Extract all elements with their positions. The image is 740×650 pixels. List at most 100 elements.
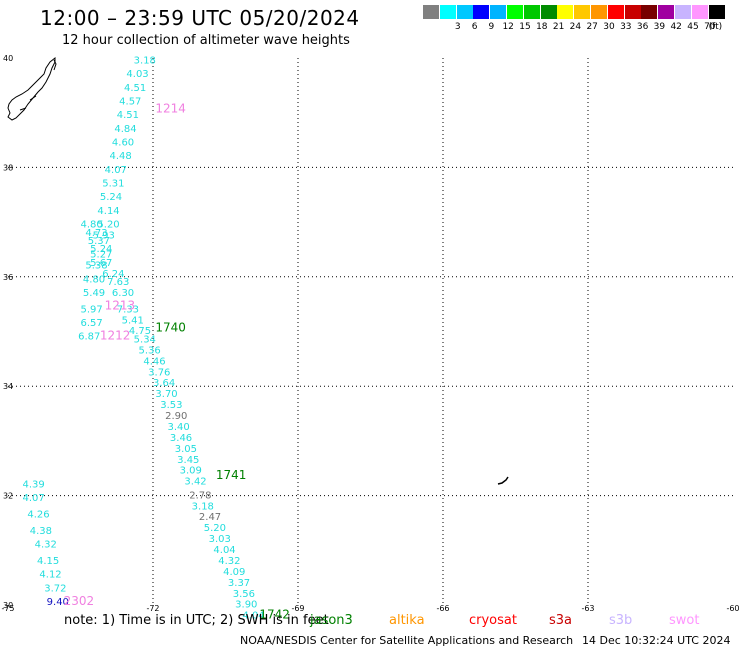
wave-height-value: 5.27 <box>90 250 112 261</box>
wave-height-value: 5.67 <box>90 258 112 269</box>
wave-height-value: 2.90 <box>165 411 187 422</box>
wave-height-value: 6.30 <box>112 288 134 299</box>
wave-height-value: 4.57 <box>119 96 141 107</box>
color-scale-swatch <box>473 5 490 19</box>
latitude-tick-label: 30 <box>3 601 13 610</box>
color-scale-label: 45 <box>687 22 699 32</box>
wave-height-value: 3.90 <box>235 600 257 611</box>
longitude-tick-label: -72 <box>146 604 159 613</box>
wave-height-value: 4.15 <box>37 556 59 567</box>
color-scale-swatch <box>641 5 658 19</box>
color-scale-label: 24 <box>569 22 582 32</box>
wave-height-value: 3.46 <box>170 433 192 444</box>
generated-timestamp: 14 Dec 10:32:24 UTC 2024 <box>582 634 731 647</box>
wave-height-value: 4.32 <box>35 540 57 551</box>
wave-height-value: 6.57 <box>81 318 103 329</box>
color-scale-unit: (ft) <box>708 22 723 32</box>
color-scale-label: 9 <box>488 22 495 32</box>
wave-height-value: 5.36 <box>139 345 161 356</box>
wave-height-value: 5.24 <box>90 244 112 255</box>
longitude-tick-label: -63 <box>581 604 594 613</box>
longitude-tick-label: -69 <box>291 604 304 613</box>
satellite-label-swot: swot <box>669 613 700 628</box>
color-scale-label: 27 <box>586 22 598 32</box>
coastline <box>7 56 509 485</box>
latitude-tick-label: 32 <box>3 492 13 501</box>
pass-time-label: 1212 <box>100 329 131 343</box>
wave-height-value: 3.64 <box>153 378 175 389</box>
wave-height-value: 4.26 <box>27 509 49 520</box>
color-scale-swatch <box>658 5 675 19</box>
wave-height-value: 4.03 <box>126 69 148 80</box>
wave-height-value: 5.20 <box>97 220 119 231</box>
wave-height-value: 5.31 <box>102 179 124 190</box>
wave-height-value: 4.60 <box>112 138 134 149</box>
wave-height-value: 2.78 <box>189 490 211 501</box>
map-title: 12:00 – 23:59 UTC 05/20/2024 <box>40 6 360 30</box>
longitude-tick-label: -60 <box>726 604 739 613</box>
wave-height-value: 3.45 <box>177 455 199 466</box>
color-scale-swatch <box>507 5 523 19</box>
wave-height-value: 3.03 <box>209 534 231 545</box>
satellite-label-cryosat: cryosat <box>469 613 517 628</box>
color-scale-label: 21 <box>552 22 565 32</box>
satellite-label-jason3: jason3 <box>310 613 353 628</box>
pass-time-label: 1213 <box>105 299 136 313</box>
wave-height-value: 5.37 <box>88 236 110 247</box>
latitude-tick-label: 34 <box>3 382 13 391</box>
wave-height-value: 4.32 <box>218 556 240 567</box>
color-scale-label: 33 <box>620 22 632 32</box>
wave-height-value: 2.47 <box>199 512 221 523</box>
map-subtitle: 12 hour collection of altimeter wave hei… <box>62 33 350 48</box>
wave-height-value: 4.80 <box>83 274 105 285</box>
color-scale-swatch <box>456 5 473 19</box>
color-scale-label: 30 <box>603 22 615 32</box>
us-east-coastline <box>7 56 56 121</box>
wave-height-value: 3.18 <box>134 55 156 66</box>
wave-height-value: 3.40 <box>168 422 190 433</box>
wave-height-value: 4.14 <box>97 206 119 217</box>
graticule <box>8 58 733 605</box>
satellite-label-s3a: s3a <box>549 613 573 628</box>
wave-height-value: 4.12 <box>39 570 61 581</box>
wave-height-value: 5.93 <box>93 231 115 242</box>
wave-height-value: 7.63 <box>107 277 129 288</box>
wave-height-value: 3.18 <box>192 501 214 512</box>
color-scale-swatch <box>490 5 507 19</box>
wave-height-value: 4.84 <box>114 124 136 135</box>
wave-height-value: 4.75 <box>129 326 151 337</box>
color-scale-swatch <box>708 5 725 19</box>
wave-height-value: 4.38 <box>30 526 52 537</box>
bermuda-island <box>497 476 509 485</box>
color-scale-swatch <box>439 5 456 19</box>
wave-height-value: 4.09 <box>223 567 245 578</box>
color-scale-label: 42 <box>670 22 682 32</box>
color-scale-label: 3 <box>454 22 461 32</box>
map-axes: -75 -72 -69 -66 -63 -60 40 38 36 34 32 30 <box>1 54 739 613</box>
wave-height-value: 3.37 <box>228 578 250 589</box>
color-scale-label: 15 <box>519 22 531 32</box>
credit-text: NOAA/NESDIS Center for Satellite Applica… <box>240 634 574 647</box>
color-scale-swatch <box>574 5 591 19</box>
wave-height-value: 4.48 <box>110 151 132 162</box>
wave-height-value: 4.07 <box>105 165 127 176</box>
color-scale-label: 36 <box>636 22 649 32</box>
latitude-tick-label: 38 <box>3 163 13 172</box>
wave-height-value: 4.46 <box>143 356 165 367</box>
color-scale-label: 39 <box>653 22 666 32</box>
color-scale-swatch <box>675 5 691 19</box>
wave-height-value: 6.87 <box>78 332 100 343</box>
color-scale-label: 6 <box>471 22 478 32</box>
wave-height-value: 4.51 <box>117 110 139 121</box>
wave-height-value: 4.07 <box>23 493 45 504</box>
wave-height-value: 4.04 <box>242 611 264 622</box>
color-scale-swatch <box>557 5 574 19</box>
color-scale-label: 18 <box>536 22 548 32</box>
color-scale-swatch <box>423 5 439 19</box>
pass-time-label: 1214 <box>155 102 186 116</box>
wave-height-value: 3.09 <box>180 466 202 477</box>
pass-time-label: 1740 <box>155 321 186 335</box>
note-text: note: 1) Time is in UTC; 2) SWH is in fe… <box>64 613 329 628</box>
wave-height-value: 5.34 <box>134 334 156 345</box>
wave-height-value: 3.53 <box>160 400 182 411</box>
